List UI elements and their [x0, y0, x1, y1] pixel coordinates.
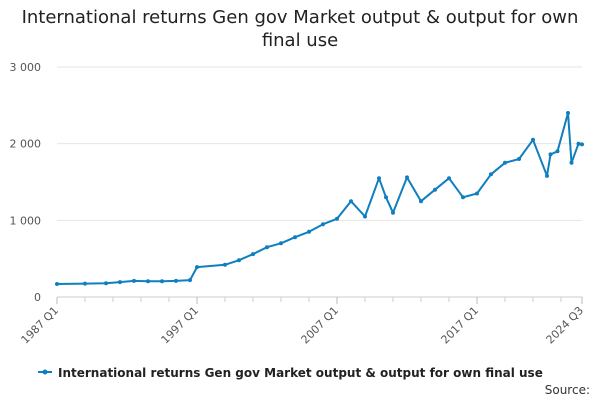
data-point[interactable] — [580, 142, 584, 147]
data-point[interactable] — [265, 245, 269, 250]
data-point[interactable] — [461, 195, 465, 200]
data-point[interactable] — [419, 199, 423, 204]
data-point[interactable] — [188, 278, 192, 283]
x-axis-labels: 1987 Q1 1997 Q1 2007 Q1 2017 Q1 2024 Q3 — [19, 304, 587, 347]
series-line — [56, 112, 583, 285]
data-point[interactable] — [104, 281, 108, 286]
data-point[interactable] — [160, 279, 164, 284]
legend[interactable]: International returns Gen gov Market out… — [38, 366, 543, 380]
data-point[interactable] — [503, 160, 507, 165]
gridlines — [57, 66, 582, 221]
data-point[interactable] — [293, 235, 297, 240]
x-tick-label: 1997 Q1 — [159, 304, 202, 347]
data-point[interactable] — [307, 229, 311, 234]
data-point[interactable] — [279, 241, 283, 246]
chart-title: International returns Gen gov Market out… — [21, 7, 579, 51]
data-point[interactable] — [447, 176, 451, 181]
data-point[interactable] — [475, 191, 479, 196]
data-point[interactable] — [335, 216, 339, 221]
data-point[interactable] — [433, 187, 437, 192]
x-tick-label: 1987 Q1 — [19, 304, 62, 347]
data-point[interactable] — [237, 258, 241, 263]
data-point[interactable] — [517, 157, 521, 161]
data-point[interactable] — [223, 262, 227, 267]
data-point[interactable] — [363, 214, 367, 219]
data-point[interactable] — [391, 210, 395, 215]
data-point[interactable] — [174, 278, 178, 283]
y-tick-label: 1 000 — [10, 214, 42, 227]
data-point[interactable] — [195, 265, 199, 270]
x-tick-label: 2024 Q3 — [544, 304, 587, 347]
data-point[interactable] — [377, 176, 381, 181]
data-point[interactable] — [489, 172, 493, 177]
data-point[interactable] — [132, 278, 136, 283]
legend-marker-swatch — [42, 369, 48, 375]
y-tick-label: 3 000 — [10, 61, 42, 74]
series-layer — [55, 111, 584, 286]
legend-label: International returns Gen gov Market out… — [58, 366, 543, 380]
x-tick-label: 2007 Q1 — [299, 304, 342, 347]
data-point[interactable] — [384, 195, 388, 200]
data-point[interactable] — [548, 152, 553, 157]
data-point[interactable] — [83, 281, 87, 286]
data-point[interactable] — [118, 280, 122, 285]
y-tick-label: 0 — [34, 291, 41, 304]
x-tick-label: 2017 Q1 — [439, 304, 482, 347]
data-point[interactable] — [251, 252, 255, 257]
x-axis — [56, 296, 583, 304]
source-label: Source: — [545, 383, 590, 397]
data-point[interactable] — [576, 141, 581, 146]
data-point[interactable] — [55, 282, 59, 286]
data-point[interactable] — [545, 173, 549, 178]
data-point[interactable] — [531, 137, 535, 142]
data-point[interactable] — [566, 111, 570, 115]
y-axis: 0 1 000 2 000 3 000 — [10, 61, 42, 304]
data-point[interactable] — [146, 279, 150, 284]
data-point[interactable] — [321, 222, 325, 227]
y-tick-label: 2 000 — [10, 138, 42, 151]
data-point[interactable] — [405, 175, 409, 180]
data-point[interactable] — [349, 199, 353, 204]
data-point[interactable] — [569, 160, 574, 165]
data-point[interactable] — [555, 149, 560, 154]
